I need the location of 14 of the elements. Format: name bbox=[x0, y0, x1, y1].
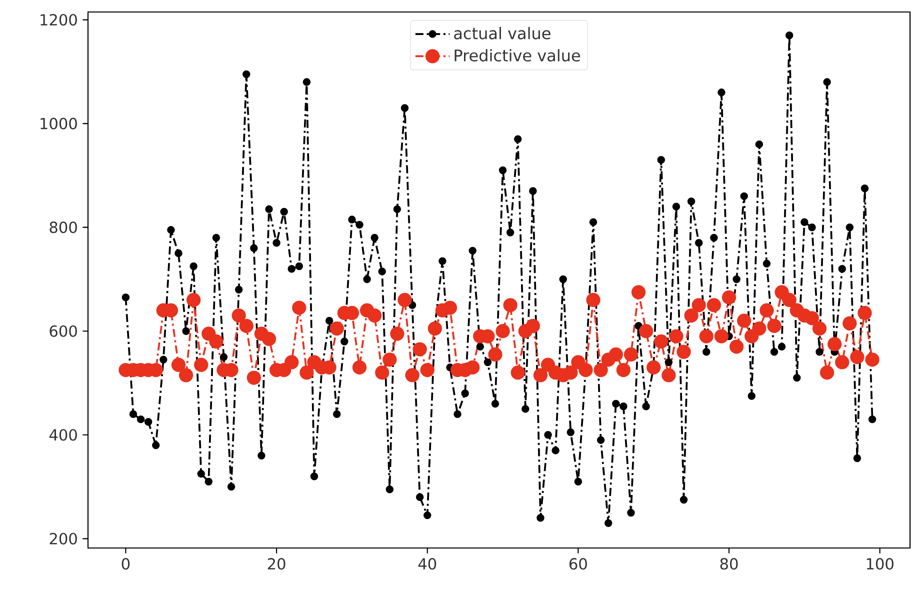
y-tick-label: 600 bbox=[50, 325, 77, 337]
x-tick-label: 0 bbox=[122, 558, 130, 570]
x-tick-label: 100 bbox=[866, 558, 894, 570]
y-tick-label: 400 bbox=[49, 429, 77, 441]
x-tick-label: 80 bbox=[720, 558, 738, 570]
y-tick-label: 1200 bbox=[40, 14, 77, 26]
y-tick-label: 200 bbox=[50, 532, 77, 544]
y-tick-label: 1000 bbox=[40, 118, 77, 130]
legend-label: Predictive value bbox=[454, 49, 580, 62]
x-tick-label: 20 bbox=[268, 558, 286, 570]
x-tick-label: 40 bbox=[418, 558, 436, 570]
y-tick-label: 800 bbox=[50, 222, 77, 234]
x-tick-label: 60 bbox=[570, 558, 587, 570]
legend-label: actual value bbox=[454, 26, 550, 40]
